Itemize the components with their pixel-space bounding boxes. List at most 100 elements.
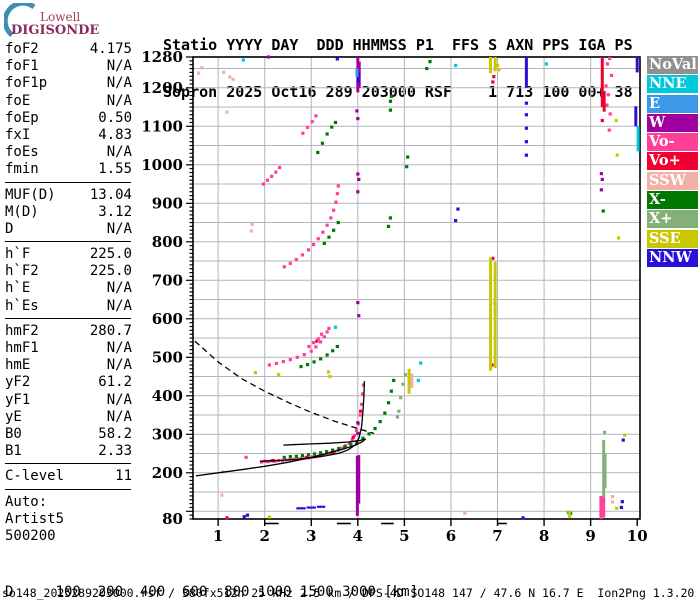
echo-point-ssw — [228, 75, 232, 79]
echo-point-vo- — [361, 383, 366, 387]
echo-point-w — [356, 301, 360, 305]
param-row-foe: foE N/A — [5, 93, 132, 110]
param-label: foEs — [5, 144, 39, 161]
x-axis-label-6: 6 — [446, 527, 456, 545]
echo-point-vo- — [359, 402, 364, 406]
param-label: fmin — [5, 161, 39, 178]
param-label: fxI — [5, 126, 31, 143]
echo-point-vo- — [267, 363, 271, 367]
echo-point-x- — [330, 125, 334, 129]
echo-point-vo- — [319, 332, 324, 336]
param-row-hf: h`F 225.0 — [5, 246, 132, 263]
param-value: 2.33 — [98, 443, 132, 460]
echo-point-vo- — [310, 120, 314, 124]
echo-point-w — [356, 117, 360, 121]
separator-line — [5, 317, 131, 319]
echo-point-x+ — [401, 382, 405, 386]
echo-column-ssw — [410, 373, 414, 389]
y-axis-label-900: 900 — [152, 194, 183, 212]
echo-point-x+ — [397, 409, 401, 413]
echo-point-x- — [378, 419, 382, 424]
param-value: N/A — [106, 220, 132, 237]
echo-point-x- — [306, 453, 311, 457]
echo-column-nnw — [356, 71, 360, 83]
param-label: foF1 — [5, 58, 39, 75]
echo-point-sse — [616, 236, 621, 240]
param-row-yf1: yF1 N/A — [5, 392, 132, 409]
echo-point-vo+ — [225, 516, 229, 520]
echo-point-x- — [388, 216, 393, 220]
param-row-d: D N/A — [5, 221, 132, 238]
echo-point-nnw — [619, 505, 623, 510]
param-label: B0 — [5, 425, 22, 442]
legend-item-x: X+ — [647, 210, 698, 229]
echo-point-x+ — [403, 373, 407, 377]
x-axis-label-10: 10 — [627, 527, 648, 545]
echo-point-vo+ — [359, 409, 363, 413]
param-label: hmE — [5, 357, 31, 374]
echo-point-sse — [253, 371, 257, 375]
param-row-fmin: fmin 1.55 — [5, 161, 132, 178]
echo-point-x- — [333, 120, 338, 125]
echo-point-x- — [428, 60, 432, 64]
echo-column-vo- — [602, 495, 606, 518]
echo-point-ssw — [196, 71, 201, 75]
echo-column-nnw — [524, 57, 528, 88]
separator-line — [5, 463, 131, 465]
echo-point-ssw — [222, 70, 226, 74]
param-row-hmf1: hmF1 N/A — [5, 340, 132, 357]
legend-item-nnw: NNW — [647, 248, 698, 267]
true-height-profile-curve — [195, 438, 367, 477]
echo-point-x- — [332, 228, 336, 232]
y-axis-label-700: 700 — [152, 271, 183, 289]
echo-point-nnw — [524, 126, 528, 130]
echo-point-nne — [454, 63, 458, 68]
echo-point-x- — [389, 389, 393, 393]
param-value: 13.04 — [89, 186, 132, 203]
echo-point-vo- — [301, 131, 305, 135]
echo-point-vo- — [288, 358, 292, 362]
echo-point-sse — [497, 68, 501, 72]
echo-point-vo- — [278, 165, 282, 170]
separator-line — [5, 488, 131, 490]
legend-item-e: E — [647, 94, 698, 113]
echo-point-vo- — [274, 170, 278, 174]
param-label: h`F2 — [5, 263, 39, 280]
echo-point-w — [599, 172, 603, 176]
echo-column-vo+ — [600, 57, 604, 108]
echo-point-vo- — [360, 392, 365, 396]
echo-point-vo- — [340, 446, 344, 450]
logo-digisonde-text: DIGISONDE — [11, 23, 100, 38]
echo-point-vo- — [300, 253, 305, 257]
echo-point-x- — [312, 452, 317, 456]
y-axis-label-80: 80 — [162, 510, 183, 528]
echo-point-x- — [325, 353, 329, 357]
echo-point-w — [600, 177, 604, 182]
param-value: 11 — [115, 468, 132, 485]
separator-line — [5, 181, 131, 183]
echo-point-w — [356, 421, 360, 425]
echo-point-sse — [328, 374, 332, 379]
param-value: 61.2 — [98, 374, 132, 391]
echo-point-ssw — [463, 511, 467, 515]
echo-point-vo- — [294, 257, 298, 262]
echo-point-vo- — [318, 340, 323, 344]
echo-point-x- — [282, 455, 286, 459]
param-label: foF2 — [5, 41, 39, 57]
y-axis-label-500: 500 — [152, 348, 183, 366]
echo-point-vo+ — [492, 75, 496, 79]
echo-point-vo- — [609, 73, 614, 78]
param-value: N/A — [106, 58, 132, 75]
echo-point-nnw — [454, 219, 458, 223]
echo-point-vo- — [325, 330, 329, 334]
echo-point-vo+ — [351, 435, 355, 439]
echo-column-nne — [636, 126, 640, 152]
distance-row: D 100 200 400 600 800 1000 1500 3000 [km… — [5, 583, 419, 600]
echo-point-vo- — [261, 182, 265, 186]
header-labels-line: Statio YYYY DAY DDD HHMMSS P1 FFS S AXN … — [163, 36, 633, 54]
echo-point-x- — [386, 401, 391, 405]
param-row-b1: B1 2.33 — [5, 443, 132, 460]
echo-point-vo- — [281, 359, 285, 364]
param-row-clevel: C-level 11 — [5, 468, 132, 485]
